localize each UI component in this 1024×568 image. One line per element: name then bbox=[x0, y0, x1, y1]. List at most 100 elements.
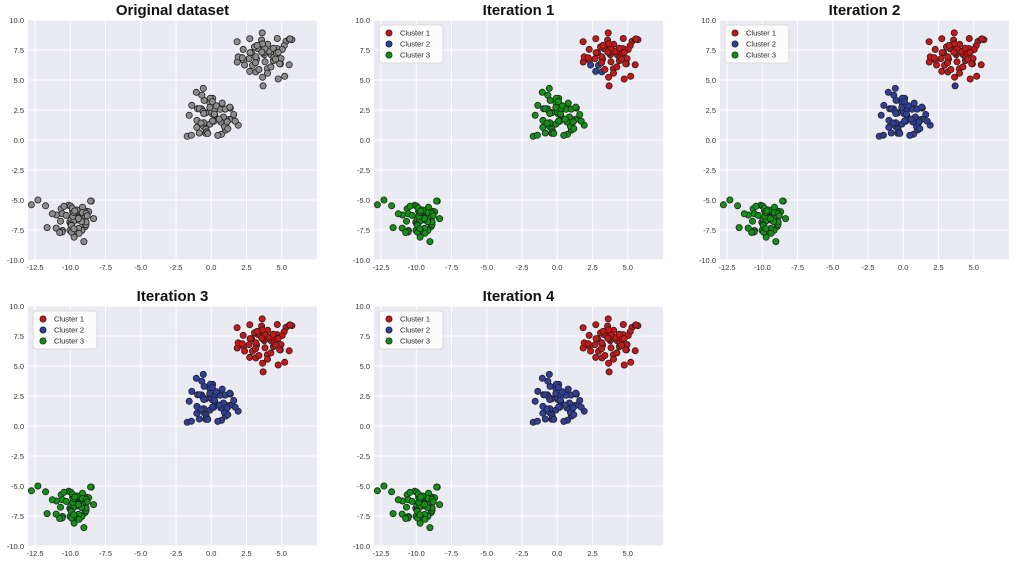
data-point bbox=[34, 196, 42, 204]
data-point-cluster-3 bbox=[740, 210, 748, 218]
data-point-cluster-3 bbox=[531, 111, 539, 119]
data-point-cluster-2 bbox=[543, 405, 551, 413]
data-point-cluster-2 bbox=[879, 131, 887, 139]
x-tick-label: -5.0 bbox=[480, 263, 493, 272]
data-point-cluster-3 bbox=[556, 110, 564, 118]
y-tick-label: 2.5 bbox=[14, 106, 24, 115]
data-point-cluster-2 bbox=[188, 387, 196, 395]
y-tick-label: 10.0 bbox=[9, 16, 24, 25]
data-point-cluster-2 bbox=[951, 82, 959, 90]
data-point-cluster-3 bbox=[373, 201, 381, 209]
data-point-cluster-1 bbox=[259, 368, 267, 376]
chart-title: Iteration 1 bbox=[483, 2, 555, 19]
data-point bbox=[285, 61, 293, 69]
data-point-cluster-2 bbox=[185, 397, 193, 405]
legend: Cluster 1 Cluster 2 Cluster 3 bbox=[378, 24, 444, 64]
data-point-cluster-3 bbox=[421, 515, 429, 523]
data-point-cluster-3 bbox=[402, 503, 410, 511]
data-point-cluster-3 bbox=[560, 131, 568, 139]
data-point bbox=[27, 201, 35, 209]
data-point-cluster-1 bbox=[601, 351, 609, 359]
y-tick-label: 0.0 bbox=[14, 422, 24, 431]
data-point-cluster-2 bbox=[922, 111, 930, 119]
data-point-cluster-1 bbox=[592, 35, 600, 43]
chart-title: Iteration 2 bbox=[829, 2, 901, 19]
data-point bbox=[198, 91, 206, 99]
data-point-cluster-3 bbox=[754, 211, 762, 219]
data-point-cluster-2 bbox=[898, 104, 906, 112]
data-point-cluster-1 bbox=[605, 82, 613, 90]
data-point-cluster-3 bbox=[421, 229, 429, 237]
data-point-cluster-2 bbox=[198, 377, 206, 385]
data-point-cluster-1 bbox=[251, 345, 259, 353]
data-point-cluster-1 bbox=[598, 345, 606, 353]
y-tick-label: -10.0 bbox=[353, 256, 370, 265]
data-point-cluster-3 bbox=[56, 515, 64, 523]
x-tick-label: -10.0 bbox=[408, 263, 425, 272]
data-point bbox=[246, 35, 254, 43]
data-point-cluster-1 bbox=[620, 75, 628, 83]
data-point-cluster-2 bbox=[533, 417, 541, 425]
y-tick-label: 7.5 bbox=[706, 46, 716, 55]
data-point-cluster-3 bbox=[545, 84, 553, 92]
data-point bbox=[204, 129, 212, 137]
legend-label: Cluster 2 bbox=[400, 326, 430, 335]
data-point-cluster-3 bbox=[429, 212, 437, 220]
data-point-cluster-2 bbox=[877, 111, 885, 119]
data-point bbox=[42, 202, 50, 210]
y-tick-label: 7.5 bbox=[360, 46, 370, 55]
y-tick-label: -5.0 bbox=[11, 196, 24, 205]
data-point bbox=[195, 129, 203, 137]
legend-label: Cluster 1 bbox=[400, 29, 430, 38]
x-tick-label: -2.5 bbox=[862, 263, 875, 272]
x-tick-label: -12.5 bbox=[718, 263, 735, 272]
data-point-cluster-3 bbox=[70, 511, 78, 519]
data-point bbox=[241, 61, 249, 69]
y-tick-label: -7.5 bbox=[11, 512, 24, 521]
x-tick-label: -12.5 bbox=[26, 263, 43, 272]
data-point-cluster-1 bbox=[618, 55, 626, 63]
y-tick-label: -2.5 bbox=[11, 452, 24, 461]
data-point-cluster-3 bbox=[775, 212, 783, 220]
data-point-cluster-1 bbox=[592, 335, 600, 343]
data-point bbox=[259, 73, 267, 81]
data-point bbox=[253, 41, 261, 49]
x-tick-label: 2.5 bbox=[587, 549, 597, 558]
data-point-cluster-2 bbox=[572, 389, 580, 397]
data-point-cluster-3 bbox=[550, 129, 558, 137]
x-tick-label: 2.5 bbox=[241, 263, 251, 272]
data-point-cluster-3 bbox=[380, 196, 388, 204]
y-tick-label: 2.5 bbox=[360, 392, 370, 401]
y-tick-label: 10.0 bbox=[355, 16, 370, 25]
x-tick-label: -7.5 bbox=[445, 263, 458, 272]
legend-label: Cluster 1 bbox=[54, 315, 84, 324]
legend-marker-cluster-1 bbox=[385, 29, 393, 37]
data-point-cluster-2 bbox=[592, 67, 600, 75]
data-point-cluster-3 bbox=[417, 493, 425, 501]
data-point-cluster-3 bbox=[71, 493, 79, 501]
data-point-cluster-2 bbox=[910, 99, 918, 107]
data-point-cluster-1 bbox=[604, 29, 612, 37]
data-point-cluster-3 bbox=[42, 488, 50, 496]
data-point bbox=[276, 60, 284, 68]
data-point bbox=[199, 84, 207, 92]
data-point-cluster-2 bbox=[531, 397, 539, 405]
data-point-cluster-3 bbox=[389, 510, 397, 518]
data-point bbox=[87, 197, 95, 205]
legend-label: Cluster 3 bbox=[746, 51, 776, 60]
data-point-cluster-3 bbox=[380, 482, 388, 490]
data-point-cluster-2 bbox=[901, 117, 909, 125]
data-point-cluster-1 bbox=[592, 353, 600, 361]
data-point bbox=[187, 131, 195, 139]
data-point-cluster-3 bbox=[416, 511, 424, 519]
y-tick-label: 5.0 bbox=[360, 362, 370, 371]
data-point bbox=[261, 58, 269, 66]
data-point-cluster-1 bbox=[269, 330, 277, 338]
data-point bbox=[90, 215, 98, 223]
y-tick-label: 5.0 bbox=[360, 76, 370, 85]
y-tick-label: 2.5 bbox=[360, 106, 370, 115]
data-point-cluster-2 bbox=[570, 411, 578, 419]
y-tick-label: 5.0 bbox=[14, 76, 24, 85]
data-point-cluster-3 bbox=[719, 201, 727, 209]
data-point-cluster-2 bbox=[224, 411, 232, 419]
